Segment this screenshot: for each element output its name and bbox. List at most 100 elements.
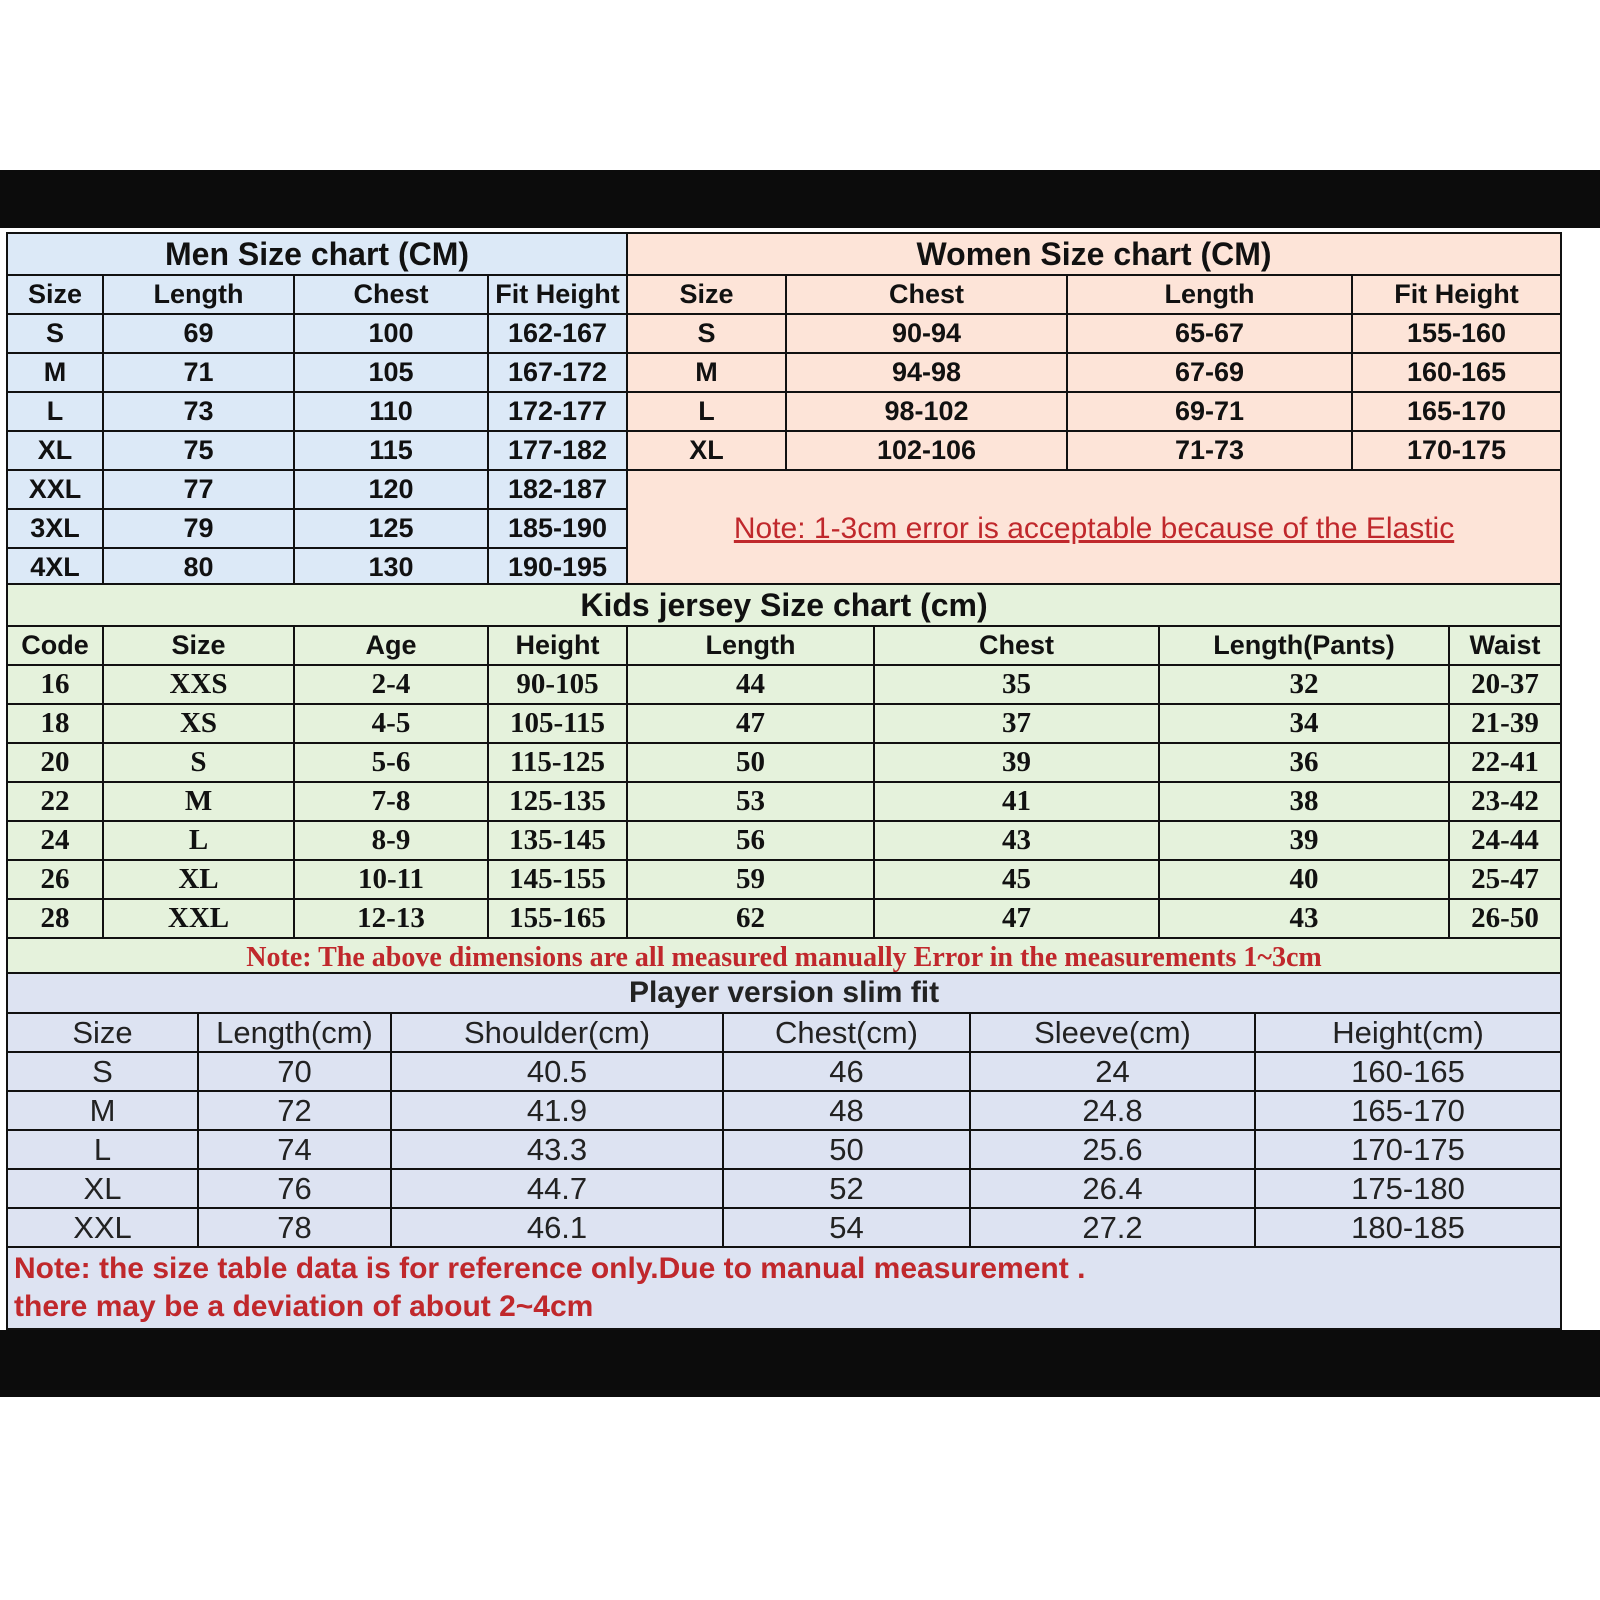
kids-cell: 38 [1158,781,1450,822]
kids-cell: 39 [1158,820,1450,861]
player-note: Note: the size table data is for referen… [5,1246,1563,1330]
kids-cell: 10-11 [293,859,489,900]
table-row: 26 XL 10-11 145-155 59 45 40 25-47 [6,859,1563,900]
kids-cell: 18 [6,703,104,744]
kids-cell: 16 [6,664,104,705]
player-cell: 74 [197,1129,392,1170]
kids-cell: XXL [102,898,295,939]
men-cell: 105 [293,352,489,393]
player-note-line-1: Note: the size table data is for referen… [14,1252,1086,1285]
table-row: M 72 41.9 48 24.8 165-170 [6,1090,1563,1131]
kids-cell: 40 [1158,859,1450,900]
kids-cell: 53 [626,781,875,822]
men-column-header: Size [6,274,104,315]
table-row: L 73 110 172-177 L 98-102 69-71 165-170 [6,391,1563,432]
kids-cell: 12-13 [293,898,489,939]
player-cell: 165-170 [1253,1090,1563,1131]
kids-cell: 35 [873,664,1160,705]
player-chart-title: Player version slim fit [5,972,1563,1014]
kids-column-header: Waist [1447,625,1563,666]
kids-cell: 39 [873,742,1160,783]
kids-cell: 135-145 [487,820,628,861]
women-cell: 65-67 [1066,313,1354,354]
player-cell: 41.9 [390,1090,724,1131]
women-cell: 102-106 [785,430,1069,471]
player-cell: S [6,1051,199,1092]
table-row: 16 XXS 2-4 90-105 44 35 32 20-37 [6,664,1563,705]
player-column-header: Size [6,1012,199,1053]
kids-column-header: Chest [873,625,1160,666]
women-cell: M [626,352,788,393]
men-cell: L [6,391,104,432]
men-cell: 75 [102,430,295,471]
men-cell: 177-182 [486,430,629,471]
table-row: XXL 77 120 182-187 Note: 1-3cm error is acce… [6,469,1563,588]
kids-cell: 2-4 [293,664,489,705]
kids-chart-title: Kids jersey Size chart (cm) [5,583,1563,627]
women-cell: L [626,391,788,432]
table-row: 3XL 79 125 185-190 [6,508,1561,549]
kids-cell: 22-41 [1447,742,1563,783]
player-cell: XL [6,1168,199,1209]
header-row: Size Length(cm) Shoulder(cm) Chest(cm) Sleev… [6,1012,1563,1053]
kids-cell: 20 [6,742,104,783]
women-column-header: Chest [785,274,1069,315]
player-section: Player version slim fit Size Length(cm) Sh… [5,972,1563,1330]
men-chart-title: Men Size chart (CM) [5,232,629,276]
player-column-header: Shoulder(cm) [390,1012,724,1053]
women-note: Note: 1-3cm error is acceptable because … [626,469,1563,588]
men-cell: M [6,352,104,393]
player-column-header: Chest(cm) [722,1012,971,1053]
men-cell: S [6,313,104,354]
men-cell: 100 [293,313,489,354]
player-cell: 46 [722,1051,971,1092]
women-cell: 155-160 [1351,313,1563,354]
player-cell: 46.1 [390,1207,724,1248]
men-cell: 3XL [6,508,104,549]
women-cell: 69-71 [1066,391,1354,432]
kids-cell: 24 [6,820,104,861]
kids-cell: 8-9 [293,820,489,861]
kids-cell: 45 [873,859,1160,900]
table-row: 4XL 80 130 190-195 [6,547,1561,588]
kids-cell: 24-44 [1447,820,1563,861]
kids-cell: 26-50 [1447,898,1563,939]
kids-cell: 155-165 [487,898,628,939]
kids-cell: 28 [6,898,104,939]
player-cell: 40.5 [390,1051,724,1092]
men-cell: 4XL [6,547,104,588]
kids-column-header: Code [6,625,104,666]
kids-cell: 36 [1158,742,1450,783]
player-cell: 50 [722,1129,971,1170]
women-column-header: Fit Height [1351,274,1563,315]
men-cell: 125 [293,508,489,549]
table-row: XL 75 115 177-182 XL 102-106 71-73 170-175 [6,430,1563,471]
women-cell: XL [626,430,788,471]
player-cell: 160-165 [1253,1051,1563,1092]
men-cell: 190-195 [486,547,629,588]
kids-column-header: Length(Pants) [1158,625,1450,666]
table-row: S 69 100 162-167 S 90-94 65-67 155-160 [6,313,1563,354]
men-cell: 115 [293,430,489,471]
player-cell: L [6,1129,199,1170]
women-cell: 90-94 [785,313,1069,354]
men-cell: 110 [293,391,489,432]
kids-section: Kids jersey Size chart (cm) Code Size Age H… [5,583,1563,978]
kids-cell: 23-42 [1447,781,1563,822]
kids-cell: 22 [6,781,104,822]
men-cell: 167-172 [486,352,629,393]
kids-cell: 44 [626,664,875,705]
player-note-line-2: there may be a deviation of about 2~4cm [14,1290,594,1323]
player-cell: 48 [722,1090,971,1131]
player-cell: 44.7 [390,1168,724,1209]
player-cell: 180-185 [1253,1207,1563,1248]
player-cell: 24 [969,1051,1256,1092]
bottom-black-band [0,1330,1600,1397]
kids-cell: 105-115 [487,703,628,744]
men-cell: XXL [6,469,104,510]
player-column-header: Sleeve(cm) [969,1012,1256,1053]
kids-cell: 43 [873,820,1160,861]
table-row: 18 XS 4-5 105-115 47 37 34 21-39 [6,703,1563,744]
player-cell: 24.8 [969,1090,1256,1131]
kids-note: Note: The above dimensions are all measu… [5,937,1563,978]
